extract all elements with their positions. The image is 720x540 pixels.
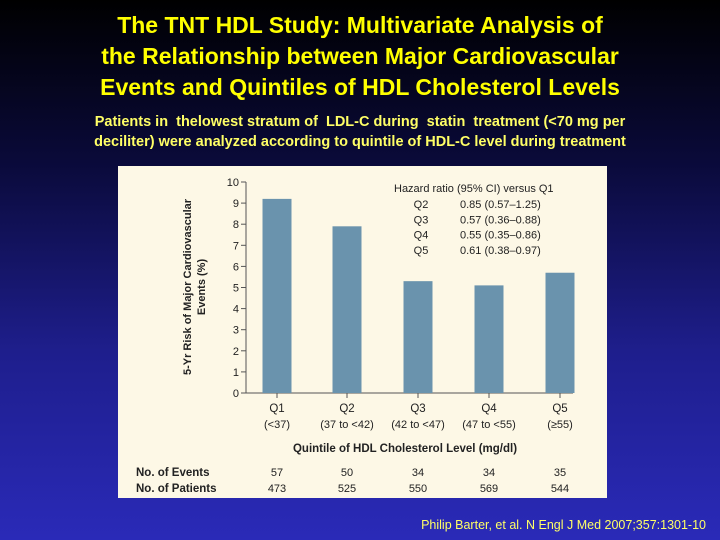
hazard-row-label: Q2 [414,199,429,211]
hazard-row-value: 0.85 (0.57–1.25) [460,199,541,211]
y-tick-label: 4 [233,304,239,316]
table-cell: 35 [554,467,566,479]
title-line-3: Events and Quintiles of HDL Cholesterol … [100,74,620,100]
hazard-row-label: Q4 [414,230,429,242]
y-tick-label: 1 [233,367,239,379]
x-tick-sublabel: (42 to <47) [391,419,445,431]
table-cell: 50 [341,467,353,479]
table-cell: 550 [409,483,427,495]
x-tick-label: Q1 [269,403,284,415]
y-axis-label: 5-Yr Risk of Major Cardiovascular [182,198,194,375]
bar-q2 [332,226,362,393]
title-line-1: The TNT HDL Study: Multivariate Analysis… [117,12,603,38]
y-tick-label: 7 [233,240,239,252]
table-row-label: No. of Events [136,467,209,479]
table-cell: 34 [483,467,495,479]
y-tick-label: 5 [233,283,239,295]
y-tick-label: 10 [227,177,239,189]
x-tick-sublabel: (<37) [264,419,290,431]
x-tick-label: Q3 [410,403,425,415]
table-cell: 57 [271,467,283,479]
y-tick-label: 0 [233,388,239,400]
y-axis-label: Events (%) [196,259,208,316]
citation: Philip Barter, et al. N Engl J Med 2007;… [421,518,706,532]
hazard-table-header: Hazard ratio (95% CI) versus Q1 [394,183,554,195]
slide-title: The TNT HDL Study: Multivariate Analysis… [0,10,720,103]
table-cell: 544 [551,483,569,495]
x-tick-label: Q5 [552,403,567,415]
table-cell: 34 [412,467,424,479]
hazard-row-value: 0.55 (0.35–0.86) [460,230,541,242]
x-axis-label: Quintile of HDL Cholesterol Level (mg/dl… [293,443,517,455]
chart-figure: 0 1 2 3 4 5 6 7 8 9 10 5-Yr Risk of Major Cardiovas… [118,166,607,498]
x-tick-label: Q4 [481,403,497,415]
y-tick-label: 6 [233,261,239,273]
x-tick-sublabel: (≥55) [547,419,573,431]
bar-q3 [403,281,433,393]
slide-subtitle: Patients in thelowest stratum of LDL-C d… [0,112,720,152]
x-tick-label: Q2 [339,403,354,415]
x-tick-sublabel: (47 to <55) [462,419,516,431]
table-cell: 473 [268,483,286,495]
x-tick-sublabel: (37 to <42) [320,419,374,431]
y-tick-label: 3 [233,325,239,337]
table-cell: 569 [480,483,498,495]
y-tick-label: 9 [233,198,239,210]
bar-q1 [262,198,292,393]
bar-q4 [474,285,504,393]
hazard-row-label: Q5 [414,245,429,257]
hazard-row-value: 0.57 (0.36–0.88) [460,214,541,226]
bar-q5 [545,272,575,393]
subtitle-line-2: deciliter) were analyzed according to qu… [94,134,626,150]
hazard-row-label: Q3 [414,214,429,226]
y-tick-label: 8 [233,219,239,231]
table-cell: 525 [338,483,356,495]
subtitle-line-1: Patients in thelowest stratum of LDL-C d… [94,114,626,130]
y-tick-label: 2 [233,346,239,358]
table-row-label: No. of Patients [136,483,217,495]
hazard-row-value: 0.61 (0.38–0.97) [460,245,541,257]
title-line-2: the Relationship between Major Cardiovas… [101,43,619,69]
